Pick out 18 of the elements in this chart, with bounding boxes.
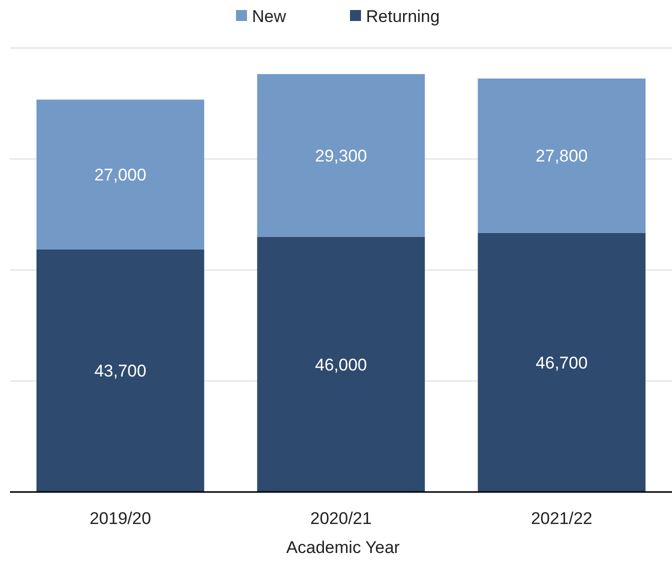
- data-label: 27,000: [94, 165, 146, 184]
- data-label: 46,000: [315, 355, 367, 374]
- legend-label: Returning: [366, 7, 440, 26]
- bar: [478, 232, 646, 492]
- data-label: 29,300: [315, 146, 367, 166]
- data-label: 43,700: [94, 362, 146, 381]
- bar: [257, 74, 425, 237]
- legend-label: New: [252, 7, 287, 26]
- x-tick-label: 2019/20: [90, 509, 152, 528]
- bar: [478, 78, 646, 233]
- bar: [36, 100, 204, 250]
- bar: [36, 249, 204, 492]
- x-tick-label: 2020/21: [310, 509, 372, 528]
- data-label: 27,800: [536, 146, 588, 166]
- x-axis-title: Academic Year: [286, 538, 400, 557]
- bar: [257, 236, 425, 492]
- x-tick-label: 2021/22: [530, 509, 592, 528]
- data-label: 46,700: [536, 353, 588, 372]
